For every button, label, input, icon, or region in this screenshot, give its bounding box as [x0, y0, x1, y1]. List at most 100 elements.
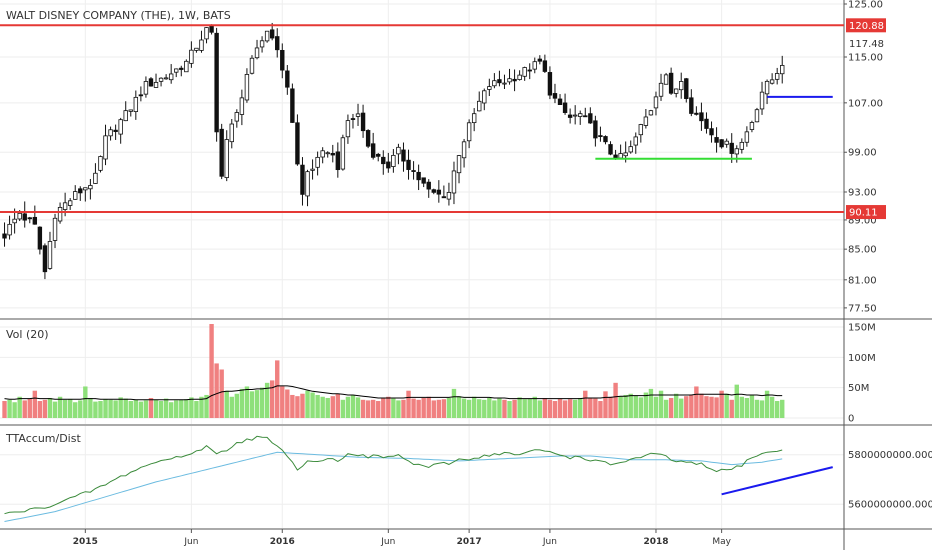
price-candle	[7, 215, 12, 240]
candle-body	[598, 135, 603, 137]
price-candle	[487, 78, 492, 97]
price-candle	[376, 152, 381, 162]
volume-bar	[396, 400, 401, 418]
candle-body	[744, 131, 750, 143]
candle-body	[345, 120, 351, 138]
resistance-badge-bg	[846, 18, 886, 33]
price-candle	[73, 185, 78, 200]
price-candle	[244, 68, 250, 103]
candle-body	[557, 98, 563, 106]
price-candle	[315, 151, 320, 176]
price-candle	[300, 157, 305, 206]
price-candle	[780, 55, 785, 84]
price-candle	[466, 119, 472, 149]
candle-body	[719, 139, 724, 148]
price-candle	[330, 144, 335, 163]
volume-axis[interactable]: 150M 100M 50M 0	[848, 323, 876, 425]
volume-bar	[123, 398, 128, 418]
accum-trend-line[interactable]	[721, 466, 833, 496]
volume-bar	[381, 397, 386, 418]
volume-bar	[436, 399, 442, 418]
candle-body	[67, 200, 73, 206]
volume-bar	[174, 400, 179, 418]
volume-bar	[138, 401, 144, 418]
candle-body	[168, 73, 174, 81]
volume-bar	[370, 399, 376, 418]
time-tick-label: 2018	[643, 537, 668, 547]
candle-body	[27, 217, 32, 220]
price-candle	[37, 226, 43, 255]
volume-bar	[83, 386, 88, 418]
price-candle	[567, 108, 573, 124]
price-candle	[259, 36, 265, 53]
price-candle	[769, 73, 775, 85]
price-candle	[598, 126, 603, 142]
volume-bar	[22, 400, 27, 418]
volume-bar	[57, 396, 63, 418]
price-axis[interactable]: 125.00 115.00 107.00 99.00 93.00 89.00 85.00 81…	[844, 0, 883, 314]
volume-bar	[502, 399, 507, 418]
candle-body	[436, 189, 442, 195]
candle-body	[441, 196, 447, 199]
volume-bar	[769, 396, 775, 418]
volume-bar	[416, 399, 421, 418]
candle-body	[2, 233, 7, 239]
candle-body	[628, 146, 633, 153]
volume-bar	[153, 399, 159, 418]
time-axis[interactable]: 2015 Jun 2016 Jun 2017 Jun 2018 May	[73, 529, 732, 547]
price-candle	[325, 151, 330, 158]
candle-body	[542, 60, 548, 72]
volume-bar	[249, 391, 255, 418]
support-price-badge: 90.11	[846, 205, 886, 220]
candle-body	[330, 153, 335, 156]
volume-bar	[406, 390, 411, 418]
volume-bar	[431, 400, 436, 418]
price-candle	[189, 41, 194, 68]
candle-body	[17, 212, 22, 220]
candle-body	[42, 245, 48, 273]
price-candle	[461, 138, 467, 168]
volume-bar	[168, 402, 174, 418]
price-candle	[153, 73, 159, 88]
price-candle	[275, 28, 280, 58]
price-candle	[32, 205, 38, 225]
candle-body	[158, 77, 164, 82]
volume-bar	[451, 388, 457, 418]
price-tick-label: 85.00	[848, 245, 877, 256]
volume-bar	[365, 400, 371, 418]
candle-body	[684, 78, 689, 99]
volume-ma-line	[4, 385, 783, 401]
accum-axis[interactable]: 5800000000.0000 5600000000.0000	[848, 450, 932, 510]
volume-bar	[522, 399, 527, 418]
candle-body	[376, 153, 381, 157]
price-candle	[386, 152, 391, 173]
price-candle	[648, 109, 654, 116]
volume-bar	[88, 397, 93, 418]
volume-bars	[2, 324, 785, 418]
candle-body	[663, 74, 669, 85]
candle-body	[163, 77, 169, 80]
candle-body	[335, 151, 341, 171]
candle-body	[214, 32, 219, 133]
volume-bar	[542, 397, 548, 418]
volume-bar	[73, 402, 78, 418]
volume-bar	[189, 397, 194, 418]
candle-body	[466, 122, 472, 142]
volume-bar	[679, 398, 684, 418]
volume-bar	[47, 397, 53, 418]
price-candle	[133, 90, 139, 120]
candle-body	[108, 129, 113, 137]
price-candle	[456, 154, 462, 184]
volume-bar	[350, 394, 356, 418]
volume-bar	[673, 393, 679, 418]
last-price-badge-bg	[846, 36, 886, 50]
price-tick-label: 89.00	[848, 215, 877, 226]
volume-bar	[103, 399, 108, 418]
candle-body	[411, 170, 416, 172]
volume-tick-label: 50M	[848, 383, 869, 394]
candle-body	[22, 213, 27, 221]
candle-body	[446, 192, 452, 200]
candle-body	[264, 30, 270, 42]
volume-bar	[583, 390, 588, 418]
volume-bar	[340, 399, 346, 418]
